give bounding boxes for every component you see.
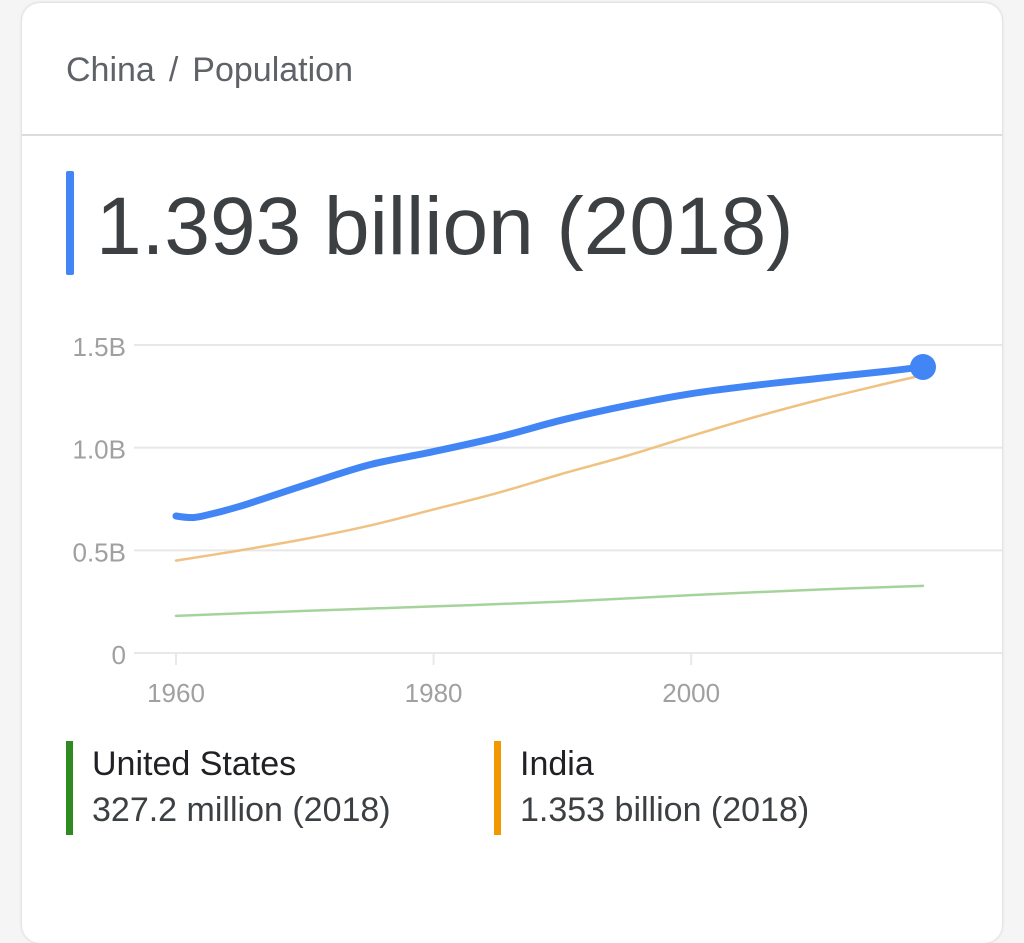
legend-value: 1.353 billion (2018) xyxy=(520,791,810,829)
x-tick-label: 1960 xyxy=(147,678,205,708)
legend-color-bar xyxy=(66,741,73,835)
breadcrumb: China / Population xyxy=(66,51,353,90)
legend-value: 327.2 million (2018) xyxy=(92,791,391,829)
x-tick-label: 1980 xyxy=(405,678,463,708)
legend-color-bar xyxy=(494,741,501,835)
population-line-chart: 0 0.5B 1.0B 1.5B 1960 1980 2000 xyxy=(73,332,1002,708)
y-tick-label: 1.0B xyxy=(73,435,127,465)
legend-name: United States xyxy=(92,745,297,783)
latest-value-point xyxy=(910,353,936,380)
series-line-united-states xyxy=(174,584,925,618)
header-divider xyxy=(22,134,1002,136)
legend-name: India xyxy=(520,745,594,783)
breadcrumb-separator: / xyxy=(168,51,179,89)
headline-accent-bar xyxy=(66,171,74,275)
y-tick-label: 0.5B xyxy=(73,537,127,567)
population-card: China / Population 1.393 billion (2018) Un… xyxy=(22,3,1002,943)
breadcrumb-country[interactable]: China xyxy=(66,51,155,89)
series-line-china xyxy=(172,363,927,522)
breadcrumb-metric: Population xyxy=(192,51,353,89)
x-tick-label: 2000 xyxy=(662,678,720,708)
y-tick-label: 1.5B xyxy=(73,332,127,362)
y-tick-label: 0 xyxy=(112,640,126,670)
headline-value: 1.393 billion (2018) xyxy=(96,181,794,272)
series-line-india xyxy=(174,373,925,562)
